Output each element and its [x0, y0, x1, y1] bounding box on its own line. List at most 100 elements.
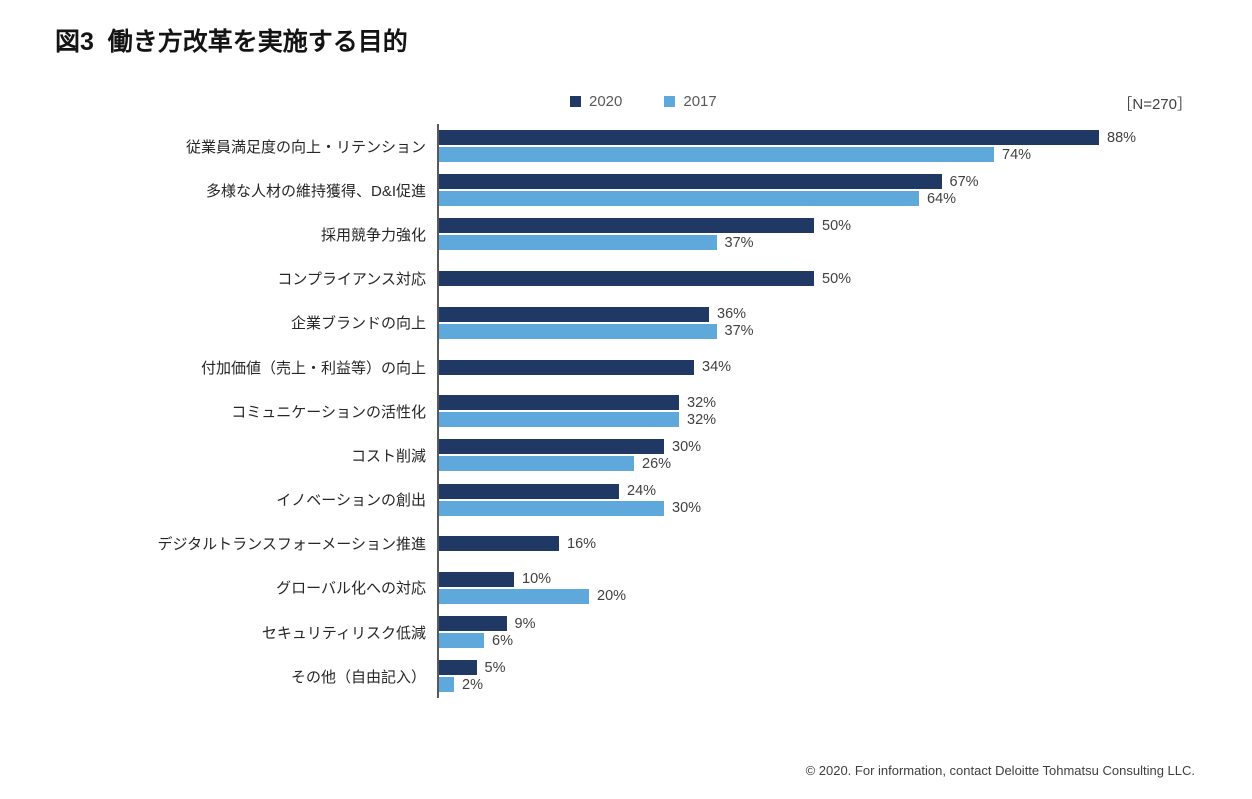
bar-line: 30% [439, 438, 702, 455]
bar-group: 50% 37% [437, 212, 852, 257]
bar-line: 26% [439, 455, 701, 472]
chart-row: 従業員満足度の向上・リテンション 88% 74% [73, 124, 1137, 169]
value-label: 6% [492, 632, 513, 649]
legend-label-2020: 2020 [589, 93, 623, 110]
copyright-text: © 2020. For information, contact Deloitt… [805, 763, 1195, 778]
value-label: 32% [687, 394, 717, 411]
value-label: 9% [514, 615, 536, 632]
bar-2020 [439, 395, 679, 411]
bar-2020 [439, 174, 942, 190]
bar-line: 36% [439, 306, 754, 322]
bar-chart: 従業員満足度の向上・リテンション 88% 74% 多様な人材の維持獲得、D&I促進 67… [73, 124, 1137, 699]
value-label: 30% [672, 438, 702, 455]
bar-2020 [439, 271, 814, 287]
bar-2017 [439, 500, 664, 516]
bar-group: 5% 2% [437, 654, 506, 699]
bar-group: 30% 26% [437, 433, 702, 478]
bar-group: 34% [437, 344, 731, 390]
chart-row: セキュリティリスク低減 9% 6% [73, 610, 1136, 655]
bar-2020 [439, 536, 559, 552]
bar-2017 [439, 456, 634, 472]
category-label: 従業員満足度の向上・リテンション [185, 138, 426, 156]
legend-item-2017: 2017 [664, 93, 717, 110]
legend-bar: 2020 2017 ［N=270］ [0, 93, 1252, 113]
bar-line: 50% [439, 217, 852, 234]
value-label: 88% [1107, 129, 1137, 146]
bar-line: 50% [439, 271, 851, 287]
bar-line: 30% [439, 500, 702, 517]
bar-line: 64% [439, 190, 979, 207]
legend-swatch-2020 [570, 96, 581, 107]
bar-line: 32% [439, 411, 717, 428]
bar-2017 [439, 235, 717, 251]
bar-group: 10% 20% [437, 565, 627, 611]
category-label: 多様な人材の維持獲得、D&I促進 [205, 182, 426, 200]
bar-group: 88% 74% [437, 124, 1137, 169]
value-label: 30% [672, 500, 702, 517]
bar-2020 [439, 359, 694, 375]
bar-line: 74% [439, 146, 1136, 163]
value-label: 50% [822, 217, 852, 234]
bar-line: 9% [439, 615, 536, 632]
category-label: セキュリティリスク低減 [261, 624, 426, 642]
category-label: グローバル化への対応 [276, 580, 426, 598]
bar-line: 37% [439, 235, 851, 251]
bar-line: 16% [439, 536, 596, 552]
bar-group: 9% 6% [437, 610, 536, 655]
chart-row: その他（自由記入） 5% 2% [73, 654, 1136, 699]
value-label: 37% [724, 323, 754, 340]
chart-row: 多様な人材の維持獲得、D&I促進 67% 64% [73, 168, 1136, 213]
chart-row: 企業ブランドの向上 36% 37% [73, 300, 1136, 345]
bar-2020 [439, 616, 507, 632]
bar-line: 32% [439, 394, 717, 411]
category-label: 付加価値（売上・利益等）の向上 [200, 359, 426, 377]
chart-row: グローバル化への対応 10% 20% [73, 565, 1136, 611]
bar-2017 [439, 147, 994, 163]
value-label: 64% [927, 190, 957, 207]
bar-group: 24% 30% [437, 477, 702, 522]
value-label: 67% [949, 173, 979, 190]
category-label: イノベーションの創出 [276, 492, 426, 510]
category-label: その他（自由記入） [290, 668, 426, 686]
value-label: 26% [642, 455, 672, 472]
chart-row: イノベーションの創出 24% 30% [73, 477, 1136, 522]
chart-row: 採用競争力強化 50% 37% [73, 212, 1136, 257]
bar-group: 67% 64% [437, 168, 979, 213]
bar-line: 10% [439, 571, 626, 588]
bar-2020 [439, 439, 664, 455]
value-label: 32% [687, 411, 717, 428]
bar-line: 88% [439, 129, 1137, 146]
category-label: コミュニケーションの活性化 [231, 403, 426, 421]
bar-2017 [439, 191, 919, 207]
category-label: 企業ブランドの向上 [290, 315, 426, 333]
value-label: 10% [522, 571, 552, 588]
bar-group: 32% 32% [437, 389, 717, 434]
category-label: コンプライアンス対応 [277, 271, 426, 289]
bar-2020 [439, 218, 814, 234]
bar-line: 5% [439, 659, 506, 676]
bar-2017 [439, 677, 454, 693]
value-label: 5% [484, 659, 506, 676]
chart-title: 図3 働き方改革を実施する目的 [55, 28, 408, 56]
value-label: 74% [1002, 146, 1032, 163]
value-label: 2% [462, 676, 483, 693]
chart-row: コミュニケーションの活性化 32% 32% [73, 389, 1136, 434]
category-label: コスト削減 [350, 447, 426, 465]
bar-2017 [439, 323, 717, 339]
legend: 2020 2017 [570, 93, 717, 110]
bar-2020 [439, 130, 1099, 146]
chart-row: 付加価値（売上・利益等）の向上 34% [73, 344, 1136, 390]
bar-group: 36% 37% [437, 300, 754, 345]
sample-size-label: ［N=270］ [1117, 96, 1192, 113]
bar-2020 [439, 483, 619, 499]
legend-label-2017: 2017 [683, 93, 717, 110]
value-label: 20% [597, 588, 627, 605]
bar-group: 16% [437, 521, 596, 566]
bar-line: 67% [439, 173, 979, 190]
bar-2020 [439, 571, 514, 587]
category-label: 採用競争力強化 [320, 226, 426, 244]
bar-line: 34% [439, 359, 731, 375]
bar-line: 6% [439, 632, 535, 649]
chart-row: コンプライアンス対応 50% [73, 256, 1136, 301]
